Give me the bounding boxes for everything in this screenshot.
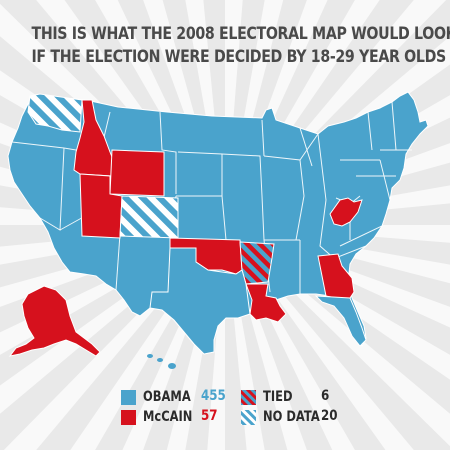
legend-swatch-obama (121, 390, 136, 405)
state-arkansas (239, 241, 275, 285)
state-louisiana (245, 283, 287, 323)
legend-swatch-no-data (241, 410, 256, 425)
state-hawaii (147, 354, 176, 369)
state-washington (27, 93, 83, 133)
state-wyoming (109, 149, 165, 197)
state-colorado (119, 195, 179, 239)
state-alaska (8, 285, 101, 357)
state-west-virginia (329, 197, 363, 227)
title-line-2: IF THE ELECTION WERE DECIDED BY 18-29 YE… (31, 47, 447, 66)
title-line-1: THIS IS WHAT THE 2008 ELECTORAL MAP WOUL… (31, 24, 450, 43)
sunburst-ray (0, 225, 225, 265)
state-florida (314, 295, 367, 347)
legend-swatch-tied (241, 390, 256, 405)
legend-swatch-mccain (121, 410, 136, 425)
sunburst-ray (185, 0, 225, 225)
state-texas (149, 247, 251, 355)
sunburst-ray (225, 185, 450, 225)
sunburst-ray (122, 225, 225, 450)
sunburst-ray (143, 0, 225, 225)
